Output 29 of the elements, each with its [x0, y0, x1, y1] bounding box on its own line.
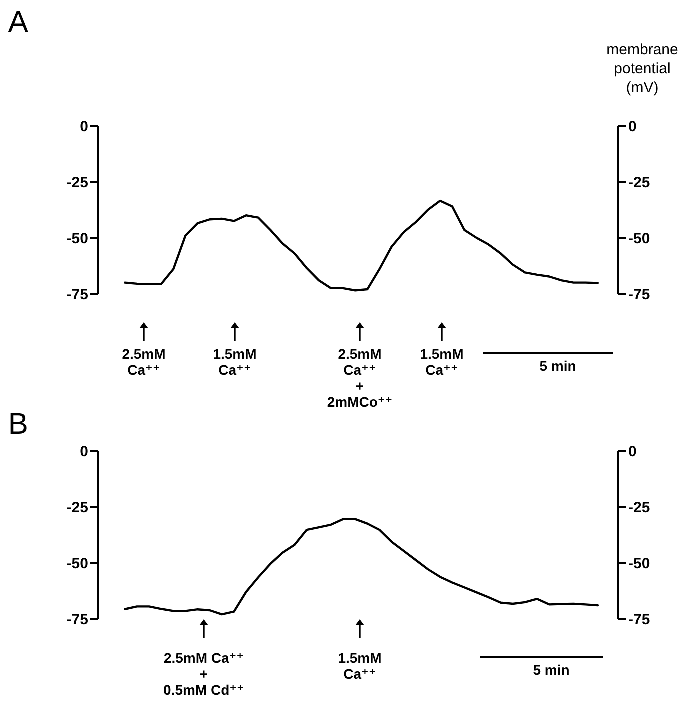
y2-tick-label: -75 [628, 612, 650, 628]
y-tick-label: 0 [80, 444, 88, 460]
text: 1.5mM Ca⁺⁺ [420, 346, 464, 378]
chart-title: A [8, 6, 28, 39]
text: 2.5mM Ca⁺⁺ + 2mMCo⁺⁺ [327, 346, 393, 410]
y2-axis-title: membrane potential (mV) [606, 42, 678, 96]
chart-title: B [8, 408, 28, 441]
y-tick-label: -75 [66, 612, 88, 628]
y-tick-label: -25 [66, 174, 88, 192]
text: 5 min [540, 358, 576, 374]
y-tick-label: -50 [66, 556, 88, 572]
line-series [124, 200, 600, 292]
y2-tick-label: -50 [628, 230, 650, 248]
y-tick-label: -25 [66, 500, 88, 516]
y2-tick-label: -75 [628, 286, 650, 304]
text: 1.5mM Ca⁺⁺ [213, 346, 257, 378]
y2-tick-label: -50 [628, 556, 650, 572]
text: 1.5mM Ca⁺⁺ [338, 650, 382, 682]
text: 5 min [533, 662, 570, 678]
y2-tick-label: -25 [628, 500, 650, 516]
y-tick-label: 0 [80, 118, 88, 136]
y2-tick-label: 0 [628, 444, 637, 460]
y2-tick-label: 0 [628, 118, 637, 136]
text: 2.5mM Ca⁺⁺ + 0.5mM Cd⁺⁺ [164, 650, 244, 698]
y2-tick-label: -25 [628, 174, 650, 192]
text: 2.5mM Ca⁺⁺ [122, 346, 166, 378]
line-series [124, 518, 600, 616]
y-tick-label: -75 [66, 286, 88, 304]
y-tick-label: -50 [66, 230, 88, 248]
